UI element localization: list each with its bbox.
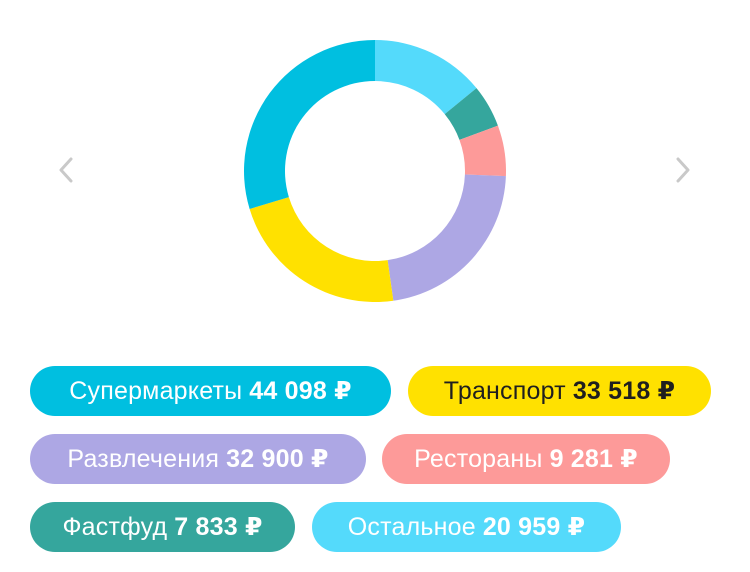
spending-donut-chart	[244, 40, 506, 302]
legend-amount: 9 281 ₽	[549, 445, 638, 473]
donut-slice-3[interactable]	[459, 125, 506, 177]
legend-label: Супермаркеты	[69, 376, 243, 405]
legend-chip-fastfood[interactable]: Фастфуд 7 833 ₽	[30, 502, 295, 552]
donut-slice-5[interactable]	[249, 197, 394, 302]
legend-amount: 44 098 ₽	[249, 377, 352, 405]
donut-svg	[244, 40, 506, 302]
legend-amount: 7 833 ₽	[174, 513, 263, 541]
legend-label: Остальное	[347, 512, 476, 541]
legend-label: Фастфуд	[62, 512, 168, 541]
donut-slice-1[interactable]	[375, 40, 477, 115]
legend-amount: 20 959 ₽	[482, 513, 586, 541]
legend-chip-restaurants[interactable]: Рестораны 9 281 ₽	[382, 434, 670, 484]
legend-chip-transport[interactable]: Транспорт 33 518 ₽	[408, 366, 711, 416]
legend-label: Рестораны	[414, 444, 543, 473]
prev-period-button[interactable]	[48, 152, 84, 192]
legend-label: Развлечения	[67, 444, 220, 473]
chevron-right-icon	[676, 157, 690, 188]
legend-label: Транспорт	[443, 376, 566, 405]
donut-slice-2[interactable]	[444, 88, 498, 140]
next-period-button[interactable]	[665, 152, 701, 192]
chevron-left-icon	[59, 157, 73, 188]
legend-amount: 33 518 ₽	[572, 377, 676, 405]
donut-slice-6[interactable]	[244, 40, 375, 209]
legend-chip-supermarkets[interactable]: Супермаркеты 44 098 ₽	[30, 366, 391, 416]
legend-amount: 32 900 ₽	[226, 445, 329, 473]
donut-slice-4[interactable]	[387, 174, 506, 301]
legend-chip-other[interactable]: Остальное 20 959 ₽	[312, 502, 621, 552]
legend-chip-entertainment[interactable]: Развлечения 32 900 ₽	[30, 434, 366, 484]
